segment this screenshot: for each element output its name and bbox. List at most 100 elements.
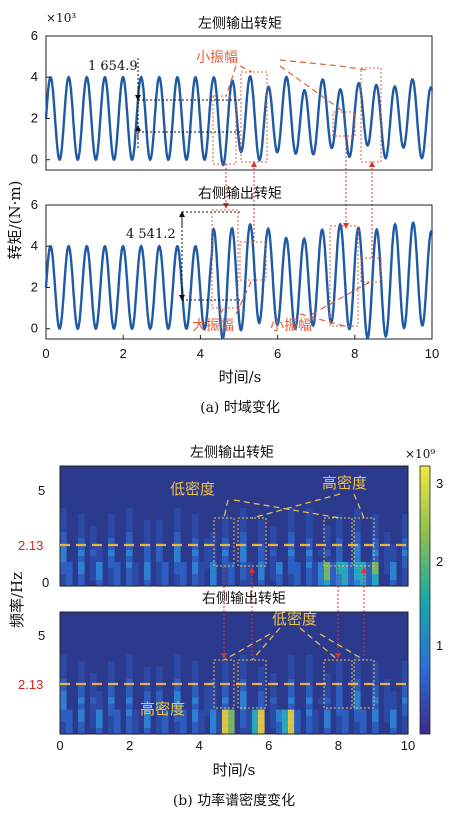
- colorbar-tick-3: 3: [436, 476, 443, 491]
- heat-cell: [354, 691, 361, 698]
- heat-cell: [318, 697, 325, 705]
- heat-cell: [294, 727, 301, 735]
- heatmap-bottom-frame: [59, 611, 409, 735]
- box-bottom-4: [360, 257, 382, 283]
- heat-cell: [204, 562, 211, 569]
- heat-cell: [270, 703, 277, 711]
- heat-cell: [276, 721, 283, 729]
- heat-cell: [144, 550, 151, 557]
- heat-cell: [108, 514, 115, 521]
- heat-cell: [336, 673, 343, 680]
- heat-cell: [288, 580, 295, 587]
- heat-cell: [126, 532, 133, 539]
- heat-cell: [228, 715, 235, 723]
- heat-cell: [222, 562, 229, 569]
- heat-cell: [258, 550, 265, 557]
- heat-cell: [366, 568, 373, 575]
- heat-cell: [324, 697, 331, 705]
- heat-cell: [96, 562, 103, 569]
- heat-cell: [384, 685, 391, 692]
- heat-cell: [78, 514, 85, 521]
- annotation-big-amplitude: 大振幅: [192, 318, 234, 334]
- ytick-1-1: 2: [31, 279, 38, 294]
- heat-cell: [198, 727, 205, 735]
- heat-cell: [240, 673, 247, 680]
- heat-cell: [336, 544, 343, 551]
- heat-cell: [348, 562, 355, 569]
- heat-cell: [156, 532, 163, 539]
- heat-cell: [402, 685, 409, 692]
- heat-cell: [192, 520, 199, 527]
- heat-cell: [204, 691, 211, 698]
- box-bottom-2: [239, 241, 267, 281]
- heat-cell: [210, 562, 217, 569]
- heat-cell: [336, 556, 343, 563]
- heat-cell: [126, 703, 133, 711]
- heat-cell: [156, 685, 163, 692]
- heat-cell: [324, 580, 331, 587]
- heat-cell: [294, 715, 301, 723]
- heat-cell: [288, 526, 295, 533]
- heat-cell: [306, 562, 313, 569]
- heat-cell: [390, 709, 397, 717]
- heat-cell: [216, 709, 223, 717]
- heat-cell: [108, 697, 115, 705]
- heat-cell: [354, 715, 361, 723]
- heat-cell: [156, 721, 163, 729]
- heat-cell: [174, 562, 181, 569]
- heat-cell: [108, 580, 115, 587]
- heat-cell: [156, 709, 163, 717]
- heat-cell: [306, 721, 313, 729]
- heat-cell: [174, 520, 181, 527]
- heat-cell: [276, 709, 283, 717]
- heat-cell: [192, 721, 199, 729]
- colorbar-tick-2: 2: [436, 554, 443, 569]
- heat-cell: [192, 550, 199, 557]
- heat-cell: [66, 721, 73, 729]
- heat-cell: [114, 715, 121, 723]
- xtick-b-5: 10: [401, 738, 415, 753]
- leader-top-5: [339, 65, 367, 71]
- heat-cell: [174, 508, 181, 515]
- heat-cell: [270, 550, 277, 557]
- heat-cell: [192, 660, 199, 668]
- heat-cell: [144, 679, 151, 686]
- heat-cell: [258, 538, 265, 545]
- heat-cell: [276, 727, 283, 735]
- heat-cell: [228, 709, 235, 717]
- leader-top-4: [279, 59, 341, 67]
- heat-cell: [90, 697, 97, 705]
- xtick-a-2: 4: [197, 346, 204, 361]
- heat-cell: [330, 574, 337, 581]
- heat-cell: [270, 697, 277, 705]
- heat-cell: [60, 544, 67, 551]
- heat-cell: [210, 703, 217, 711]
- heat-cell: [60, 685, 67, 692]
- heat-cell: [336, 660, 343, 668]
- heat-cell: [240, 715, 247, 723]
- heat-cell: [66, 574, 73, 581]
- heat-cell: [258, 703, 265, 711]
- heat-cell: [384, 715, 391, 723]
- heat-cell: [192, 691, 199, 698]
- hlead-8: [319, 633, 365, 661]
- heat-cell: [288, 562, 295, 569]
- heat-cell: [372, 703, 379, 711]
- heat-cell: [390, 550, 397, 557]
- heat-cell: [108, 568, 115, 575]
- heat-cell: [108, 721, 115, 729]
- heat-cell: [210, 580, 217, 587]
- heat-cell: [306, 568, 313, 575]
- xtick-a-4: 8: [351, 346, 358, 361]
- heat-cell: [288, 727, 295, 735]
- heat-cell: [162, 709, 169, 717]
- heat-cell: [324, 556, 331, 563]
- heat-cell: [402, 727, 409, 735]
- heat-cell: [78, 691, 85, 698]
- tick-labels-a: 0 2 4 6 0 2 4 6 0 2 4 6 8 10: [31, 28, 439, 361]
- heat-cell: [312, 580, 319, 587]
- heat-cell: [240, 697, 247, 705]
- heat-cell: [114, 709, 121, 717]
- heat-cell: [258, 556, 265, 563]
- heat-cell: [354, 673, 361, 680]
